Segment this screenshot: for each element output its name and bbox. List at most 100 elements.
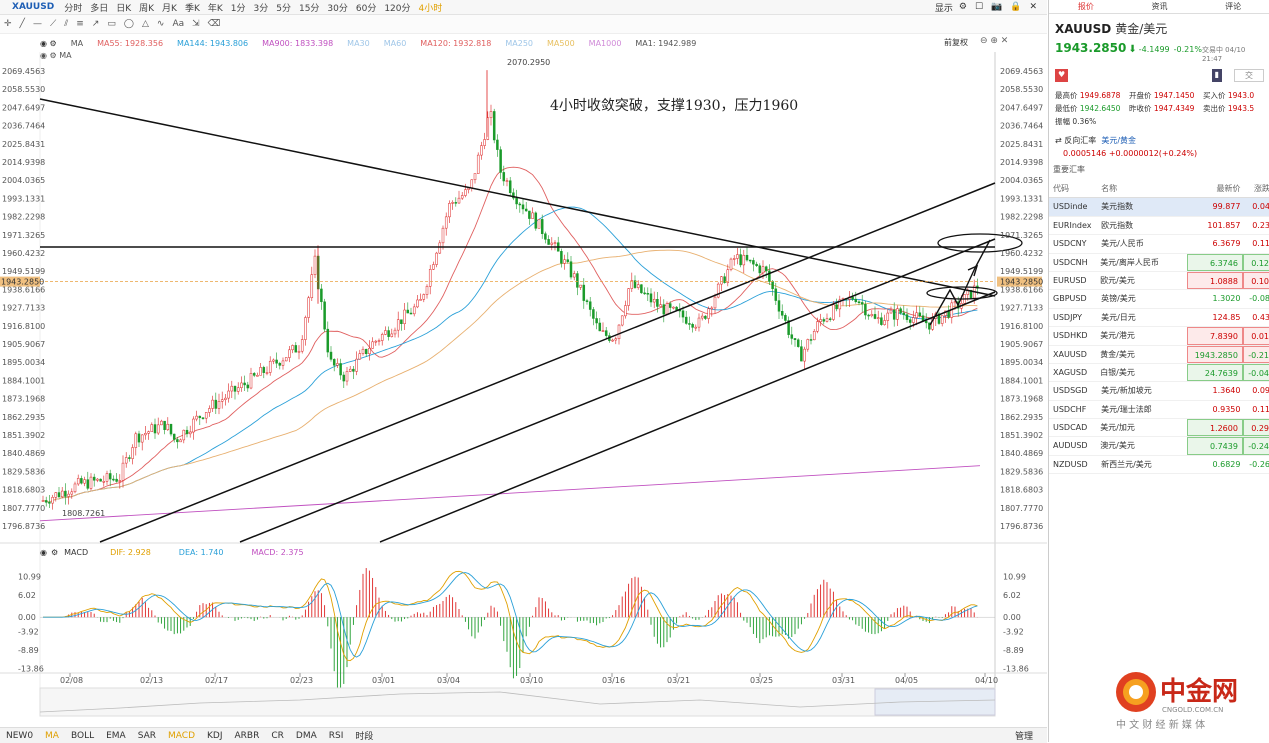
table-row[interactable]: USDSGD 美元/新加坡元 1.3640 0.09 xyxy=(1049,382,1269,401)
table-row[interactable]: EURUSD 欧元/美元 1.0888 0.10 xyxy=(1049,271,1269,291)
ma-legend-item-7[interactable]: MA250 xyxy=(505,38,534,48)
wave-tool-icon[interactable]: ∿ xyxy=(156,19,165,29)
table-row[interactable]: USDCHF 美元/瑞士法郎 0.9350 0.11 xyxy=(1049,401,1269,420)
indicator-macd[interactable]: MACD xyxy=(168,730,195,741)
timeframe-3[interactable]: 周K xyxy=(139,3,155,14)
indicator-kdj[interactable]: KDJ xyxy=(207,730,223,741)
timeframe-1[interactable]: 多日 xyxy=(90,3,109,14)
ma-legend-item-9[interactable]: MA1000 xyxy=(588,38,622,48)
camera-icon[interactable]: 📷 xyxy=(991,2,1003,12)
chart-controls[interactable]: ⊖ ⊕ ✕ xyxy=(980,36,1009,46)
eye-icon[interactable]: ◉ xyxy=(40,51,47,60)
rect-tool-icon[interactable]: ▭ xyxy=(107,19,116,29)
tab-2[interactable]: 评论 xyxy=(1225,2,1242,11)
table-row[interactable]: USDinde 美元指数 99.877 0.04 xyxy=(1049,198,1269,217)
indicator-ema[interactable]: EMA xyxy=(106,730,126,741)
table-row[interactable]: USDCAD 美元/加元 1.2600 0.29 xyxy=(1049,419,1269,438)
crosshair-icon[interactable]: ✛ xyxy=(4,19,12,29)
timeframe-0[interactable]: 分时 xyxy=(64,3,83,14)
indicator-时段[interactable]: 时段 xyxy=(355,732,374,742)
symbol-label[interactable]: XAUUSD xyxy=(12,2,55,12)
ma-legend-item-6[interactable]: MA120: 1932.818 xyxy=(420,38,492,48)
ma-legend-item-4[interactable]: MA30 xyxy=(347,38,370,48)
trendline[interactable] xyxy=(239,238,996,543)
table-row[interactable]: USDHKD 美元/港元 7.8390 0.01 xyxy=(1049,327,1269,346)
table-row[interactable]: XAUUSD 黄金/美元 1943.2850 -0.21 xyxy=(1049,345,1269,364)
indicator-arbr[interactable]: ARBR xyxy=(234,730,260,741)
close-icon[interactable]: ✕ xyxy=(1029,2,1037,12)
fib-tool-icon[interactable]: ≡ xyxy=(76,19,84,29)
restore-button[interactable]: 前复权 xyxy=(944,38,968,47)
table-header-cell[interactable]: 涨跌 xyxy=(1254,184,1269,193)
table-header-cell[interactable]: 代码 xyxy=(1053,184,1069,193)
line-tool-icon[interactable]: ╱ xyxy=(19,19,25,29)
timeframe-4[interactable]: 月K xyxy=(162,3,177,14)
table-row[interactable]: USDJPY 美元/日元 124.85 0.43 xyxy=(1049,309,1269,328)
timeframe-14[interactable]: 4小时 xyxy=(418,3,443,14)
timeframe-6[interactable]: 年K xyxy=(207,3,223,14)
measure-tool-icon[interactable]: ⇲ xyxy=(192,19,200,29)
table-header-cell[interactable]: 最新价 xyxy=(1216,184,1241,193)
indicator-ma[interactable]: MA xyxy=(45,730,59,741)
timeframe-5[interactable]: 季K xyxy=(184,3,200,14)
table-row[interactable]: NZDUSD 新西兰元/美元 0.6829 -0.26 xyxy=(1049,456,1269,475)
manage-button[interactable]: 管理 xyxy=(1015,732,1034,742)
timeframe-12[interactable]: 60分 xyxy=(355,3,377,14)
table-header-cell[interactable]: 名称 xyxy=(1101,184,1118,193)
table-row[interactable]: USDCNH 美元/离岸人民币 6.3746 0.12 xyxy=(1049,253,1269,272)
trendline[interactable] xyxy=(99,182,996,543)
hline-tool-icon[interactable]: — xyxy=(32,19,42,29)
timeframe-11[interactable]: 30分 xyxy=(327,3,348,14)
ma-legend-item-3[interactable]: MA900: 1833.398 xyxy=(262,38,334,48)
trendline[interactable] xyxy=(379,291,996,543)
gear-icon[interactable]: ⚙ xyxy=(49,51,57,60)
ma-legend-item-10[interactable]: MA1: 1942.989 xyxy=(635,38,697,48)
text-tool-icon[interactable]: Aa xyxy=(172,19,185,29)
ma-legend-item-2[interactable]: MA144: 1943.806 xyxy=(177,38,249,48)
timeframe-8[interactable]: 3分 xyxy=(253,3,269,14)
ma-legend-item-0[interactable]: MA xyxy=(70,38,84,48)
tab-1[interactable]: 资讯 xyxy=(1151,2,1168,11)
table-row[interactable]: GBPUSD 英镑/美元 1.3020 -0.08 xyxy=(1049,290,1269,309)
table-row[interactable]: XAGUSD 白银/美元 24.7639 -0.04 xyxy=(1049,363,1269,383)
window-icon[interactable]: ☐ xyxy=(974,2,984,12)
scroll-handle[interactable] xyxy=(874,688,996,716)
settings-icon[interactable]: ⚙ xyxy=(958,2,967,12)
candlestick-chart[interactable]: 2069.4563 2069.4563 2058.5530 2058.5530 2047… xyxy=(0,0,1047,742)
trade-button[interactable]: 交 xyxy=(1234,69,1264,82)
trendline[interactable] xyxy=(39,98,996,297)
triangle-tool-icon[interactable]: △ xyxy=(141,19,149,29)
timeframe-13[interactable]: 120分 xyxy=(384,3,411,14)
gear-icon[interactable]: ⚙ xyxy=(50,548,59,557)
circle-tool-icon[interactable]: ◯ xyxy=(123,19,134,29)
arrow-tool-icon[interactable]: ↗ xyxy=(91,19,100,29)
reverse-name[interactable]: 美元/黄金 xyxy=(1101,136,1137,145)
ma-legend-item-1[interactable]: MA55: 1928.356 xyxy=(97,38,164,48)
indicator-rsi[interactable]: RSI xyxy=(328,730,344,741)
indicator-boll[interactable]: BOLL xyxy=(70,730,95,741)
ma-legend-item-8[interactable]: MA500 xyxy=(547,38,575,48)
table-row[interactable]: AUDUSD 澳元/美元 0.7439 -0.24 xyxy=(1049,437,1269,456)
indicator-sar[interactable]: SAR xyxy=(137,730,157,741)
timeline-scroller[interactable] xyxy=(39,687,996,717)
heart-icon[interactable]: ♥ xyxy=(1055,69,1069,82)
indicator-cr[interactable]: CR xyxy=(271,730,284,741)
table-row[interactable]: EURIndex 欧元指数 101.857 0.23 xyxy=(1049,217,1269,236)
support-ellipse[interactable] xyxy=(926,286,998,300)
timeframe-7[interactable]: 1分 xyxy=(230,3,246,14)
channel-tool-icon[interactable]: ⫽ xyxy=(64,19,69,29)
arrow-path[interactable] xyxy=(929,267,976,326)
info-icon[interactable]: ▮ xyxy=(1211,69,1222,82)
ray-tool-icon[interactable]: ⟋ xyxy=(49,19,57,29)
timeframe-2[interactable]: 日K xyxy=(116,3,132,14)
legend-controls[interactable]: ◉ ⚙ xyxy=(40,38,57,48)
lock-icon[interactable]: 🔒 xyxy=(1010,2,1022,12)
display-menu[interactable]: 显示 xyxy=(934,3,953,14)
ma-legend-item-5[interactable]: MA60 xyxy=(383,38,407,48)
eye-icon[interactable]: ◉ xyxy=(40,548,47,557)
resistance-ellipse[interactable] xyxy=(937,233,1023,253)
indicator-new0[interactable]: NEW0 xyxy=(6,730,34,741)
timeframe-9[interactable]: 5分 xyxy=(276,3,291,14)
timeframe-10[interactable]: 15分 xyxy=(298,3,320,14)
tab-0[interactable]: 报价 xyxy=(1077,2,1094,11)
